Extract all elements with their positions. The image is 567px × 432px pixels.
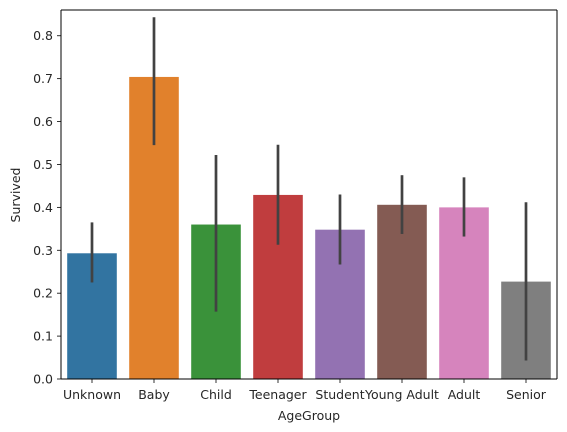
y-tick-label: 0.4 (33, 200, 53, 215)
y-axis-label: Survived (8, 168, 23, 223)
y-tick-label: 0.6 (33, 114, 53, 129)
y-tick-label: 0.3 (33, 243, 53, 258)
x-tick-label: Young Adult (364, 387, 439, 402)
x-tick-label: Unknown (63, 387, 121, 402)
x-tick-label: Teenager (248, 387, 307, 402)
x-axis-label: AgeGroup (278, 408, 340, 423)
x-tick-label: Senior (506, 387, 547, 402)
x-tick-label: Adult (448, 387, 481, 402)
y-tick-label: 0.1 (33, 329, 53, 344)
y-tick-label: 0.8 (33, 28, 53, 43)
x-tick-label: Baby (138, 387, 170, 402)
x-tick-label: Student (315, 387, 364, 402)
y-tick-label: 0.2 (33, 286, 53, 301)
y-tick-label: 0.7 (33, 71, 53, 86)
x-tick-label: Child (200, 387, 232, 402)
y-tick-label: 0.5 (33, 157, 53, 172)
y-tick-label: 0.0 (33, 372, 53, 387)
